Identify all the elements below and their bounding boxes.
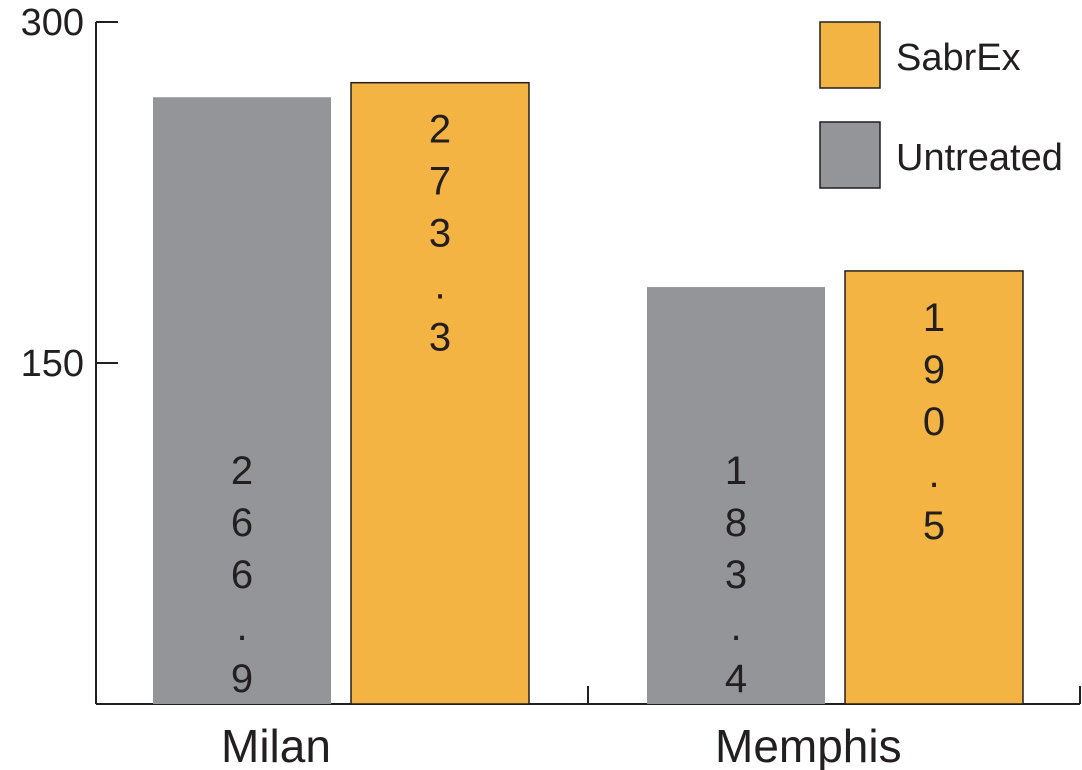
- bar-sabrex-milan: [350, 81, 530, 705]
- legend-label-untreated: Untreated: [896, 137, 1063, 179]
- legend-swatch-untreated: [819, 121, 881, 189]
- legend-swatch-sabrex: [819, 21, 881, 89]
- y-tick-label: 300: [21, 2, 84, 44]
- category-label: Milan: [221, 720, 331, 770]
- legend-label-sabrex: SabrEx: [896, 37, 1021, 79]
- bar-sabrex-memphis: [844, 270, 1024, 705]
- y-tick-label: 150: [21, 343, 84, 385]
- bar-untreated-milan: [153, 97, 331, 705]
- bar-untreated-memphis: [647, 287, 825, 704]
- category-label: Memphis: [715, 720, 902, 770]
